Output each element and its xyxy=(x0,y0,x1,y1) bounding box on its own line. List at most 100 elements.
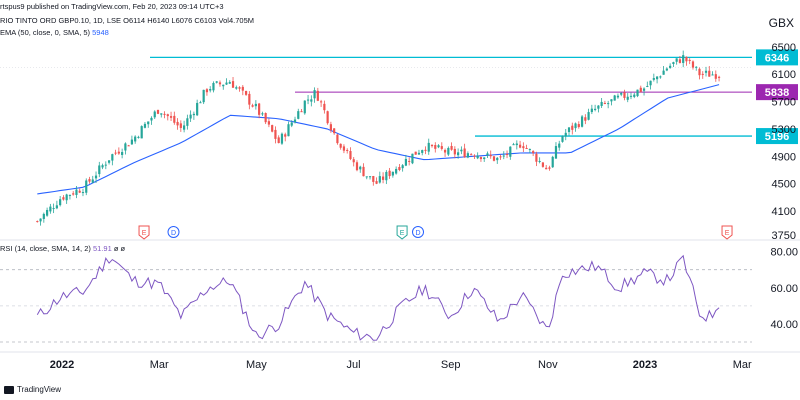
time-tick-label: 2022 xyxy=(50,359,74,371)
candle-body xyxy=(264,113,267,123)
candle-body xyxy=(512,144,515,146)
candle-body xyxy=(42,213,45,219)
candle-body xyxy=(101,165,104,168)
price-tick-label: 4100 xyxy=(772,206,796,218)
candle-body xyxy=(88,179,91,182)
candle-body xyxy=(320,101,323,103)
rsi-legend[interactable]: RSI (14, close, SMA, 14, 2) 51.91 ø ø xyxy=(0,244,125,253)
candle-body xyxy=(91,179,94,183)
candle-body xyxy=(244,91,248,95)
rsi-axis: 40.00 60.00 80.00 xyxy=(770,247,798,331)
candle-body xyxy=(36,221,39,223)
price-tick-label: 6500 xyxy=(772,42,796,54)
candle-body xyxy=(306,99,310,101)
candle-body xyxy=(492,156,496,161)
candle-body xyxy=(55,205,58,209)
candle-body xyxy=(665,68,668,71)
candle-body xyxy=(571,125,574,130)
candle-body xyxy=(391,171,394,176)
price-tick-label: 4500 xyxy=(772,179,796,191)
candle-body xyxy=(385,171,388,181)
time-tick-label: Nov xyxy=(538,359,558,371)
dividend-marker-shape xyxy=(412,226,425,238)
candle-body xyxy=(65,194,68,201)
candle-body xyxy=(45,209,49,216)
candle-body xyxy=(346,149,349,151)
volume-value: 4.705M xyxy=(228,16,255,25)
candle-body xyxy=(114,152,117,154)
level-price-tag xyxy=(756,128,798,145)
candle-body xyxy=(613,95,616,101)
candle-body xyxy=(117,151,120,154)
event-marker-label: E xyxy=(400,230,405,237)
candle-body xyxy=(489,154,492,157)
dividend-marker-shape xyxy=(167,226,180,238)
candle-body xyxy=(189,114,192,119)
candle-body xyxy=(339,143,342,148)
candle-body xyxy=(349,151,352,159)
candle-body xyxy=(499,156,502,158)
ema-line-group xyxy=(37,84,720,195)
candle-body xyxy=(277,137,280,144)
candle-body xyxy=(75,189,78,195)
candle-body xyxy=(535,153,538,162)
candle-body xyxy=(81,192,85,194)
candle-body xyxy=(558,143,561,148)
candle-body xyxy=(258,103,261,115)
horizontal-levels: 6346 5838 5196 xyxy=(0,49,798,145)
candle-body xyxy=(457,152,460,156)
candle-body xyxy=(212,82,215,91)
candle-body xyxy=(336,134,339,144)
candle-body xyxy=(528,149,531,151)
candle-body xyxy=(225,82,228,85)
candle-body xyxy=(662,70,665,75)
candle-body xyxy=(610,99,613,102)
candle-body xyxy=(52,208,55,210)
candle-body xyxy=(280,133,284,144)
ema-legend[interactable]: EMA (50, close, 0, SMA, 5) 5948 xyxy=(0,28,109,37)
candle-body xyxy=(107,160,111,163)
candle-body xyxy=(685,56,688,62)
candle-body xyxy=(333,128,336,134)
level-price-tag xyxy=(756,49,798,66)
tradingview-logo-icon xyxy=(4,385,14,394)
candle-body xyxy=(437,145,440,148)
candle-body xyxy=(584,117,587,121)
candle-body xyxy=(682,55,685,63)
candle-body xyxy=(698,68,701,76)
time-axis: 2022 Mar May Jul Sep Nov 2023 Mar xyxy=(0,351,800,371)
candle-body xyxy=(228,82,231,84)
candle-body xyxy=(463,148,466,158)
ema-line xyxy=(37,84,720,195)
candle-body xyxy=(85,180,88,193)
rsi-tick-label: 40.00 xyxy=(770,319,798,331)
candle-body xyxy=(603,102,606,104)
candle-body xyxy=(72,193,75,195)
footer-brand[interactable]: TradingView xyxy=(4,385,61,394)
candle-body xyxy=(235,87,238,89)
candles-group xyxy=(36,50,721,226)
candle-body xyxy=(483,157,486,160)
rsi-tick-label: 60.00 xyxy=(770,283,798,295)
candle-body xyxy=(287,124,290,137)
candle-body xyxy=(375,181,378,184)
candle-body xyxy=(267,121,271,125)
candle-body xyxy=(447,147,450,155)
earnings-marker-shape xyxy=(138,225,150,240)
candle-body xyxy=(78,190,81,193)
candle-body xyxy=(398,166,401,171)
candle-body xyxy=(424,149,427,151)
candle-body xyxy=(708,70,711,77)
candle-body xyxy=(580,116,584,127)
candle-body xyxy=(675,58,678,62)
candle-body xyxy=(290,122,293,126)
candle-body xyxy=(59,199,62,206)
candle-body xyxy=(691,61,695,68)
candle-body xyxy=(310,99,313,102)
candle-body xyxy=(421,150,424,153)
candle-body xyxy=(147,121,150,125)
level-price-tag xyxy=(756,84,798,101)
dividend-marker: D xyxy=(412,226,425,238)
rsi-value: 51.91 xyxy=(92,244,112,253)
candle-body xyxy=(545,167,548,170)
